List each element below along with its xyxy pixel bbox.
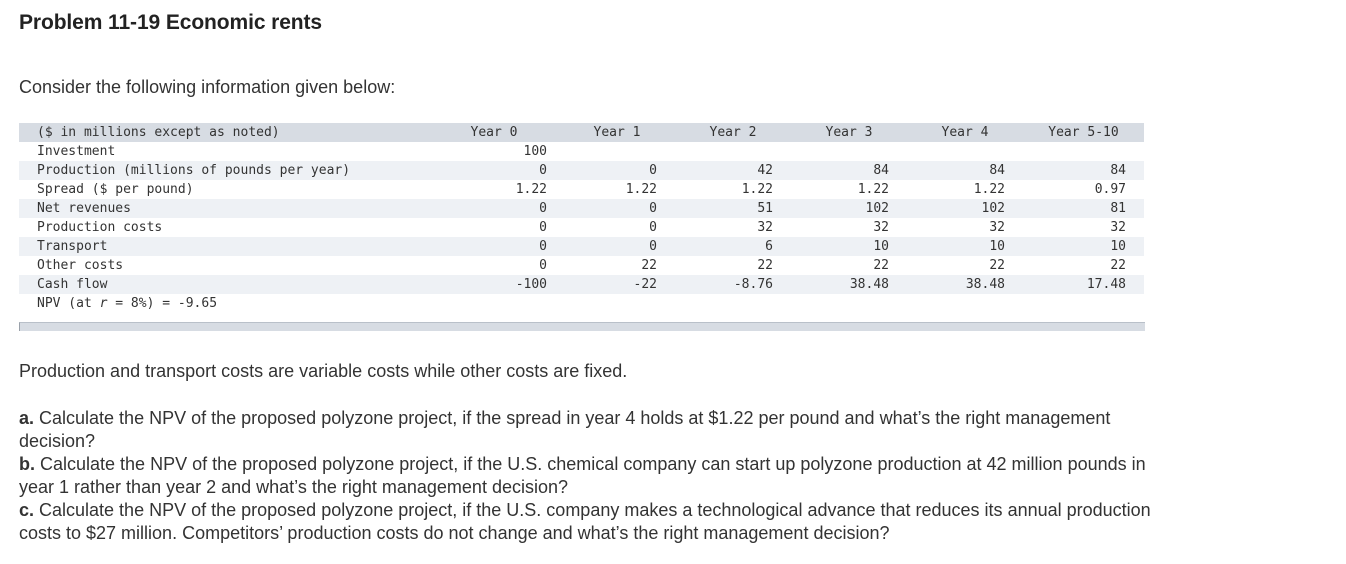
table-cell: -22 <box>633 277 657 292</box>
table-cell: 0 <box>649 220 657 235</box>
data-table-container: ($ in millions except as noted) Year 0 Y… <box>19 123 1144 331</box>
table-cell: 10 <box>1110 239 1126 254</box>
row-label: Production costs <box>37 220 163 235</box>
question-item: c. Calculate the NPV of the proposed pol… <box>19 499 1179 545</box>
table-cell: 102 <box>865 201 889 216</box>
table-cell: 22 <box>641 258 657 273</box>
table-cell: 22 <box>873 258 889 273</box>
question-text: Calculate the NPV of the proposed polyzo… <box>19 408 1111 451</box>
table-cell: 10 <box>873 239 889 254</box>
table-cell: 0 <box>649 163 657 178</box>
header-cell: Year 4 <box>941 125 989 140</box>
question-letter: a. <box>19 408 35 428</box>
table-cell: 0 <box>539 163 547 178</box>
table-cell: 38.48 <box>965 277 1005 292</box>
table-cell: 1.22 <box>741 182 773 197</box>
table-row: Transport 0 0 6 10 10 10 <box>19 237 1144 256</box>
table-cell: 84 <box>1110 163 1126 178</box>
table-cell: 32 <box>757 220 773 235</box>
table-cell: 0.97 <box>1094 182 1126 197</box>
table-cell: 51 <box>757 201 773 216</box>
table-cell: 38.48 <box>849 277 889 292</box>
header-cell: Year 1 <box>593 125 641 140</box>
table-row: Other costs 0 22 22 22 22 22 <box>19 256 1144 275</box>
table-cell: 32 <box>1110 220 1126 235</box>
table-cell: 1.22 <box>515 182 547 197</box>
table-cell <box>1023 142 1144 161</box>
header-cell: Year 0 <box>470 125 518 140</box>
npv-value: = 8%) = -9.65 <box>107 296 218 311</box>
table-bottom-bar <box>19 322 1145 331</box>
table-cell: 81 <box>1110 201 1126 216</box>
question-item: a. Calculate the NPV of the proposed pol… <box>19 407 1179 453</box>
table-cell: 6 <box>765 239 773 254</box>
table-cell: 1.22 <box>625 182 657 197</box>
row-label: Spread ($ per pound) <box>37 182 194 197</box>
row-label: Other costs <box>37 258 124 273</box>
table-header-row: ($ in millions except as noted) Year 0 Y… <box>19 123 1144 142</box>
table-cell: 1.22 <box>857 182 889 197</box>
row-label: Transport <box>37 239 108 254</box>
question-letter: b. <box>19 454 35 474</box>
table-row: Cash flow -100 -22 -8.76 38.48 38.48 17.48 <box>19 275 1144 294</box>
table-cell <box>791 142 907 161</box>
header-cell: Year 2 <box>709 125 757 140</box>
table-cell: 22 <box>1110 258 1126 273</box>
npv-row: NPV (at r = 8%) = -9.65 <box>19 294 1144 313</box>
table-cell: 84 <box>989 163 1005 178</box>
table-cell: 0 <box>539 239 547 254</box>
table-cell: -8.76 <box>733 277 773 292</box>
table-cell: 0 <box>649 239 657 254</box>
npv-rate-symbol: r <box>99 296 108 311</box>
table-cell: -100 <box>515 277 547 292</box>
table-cell: 0 <box>539 201 547 216</box>
page-title: Problem 11-19 Economic rents <box>19 11 322 34</box>
row-label: Net revenues <box>37 201 131 216</box>
question-text: Calculate the NPV of the proposed polyzo… <box>19 454 1146 497</box>
table-row: Spread ($ per pound) 1.22 1.22 1.22 1.22 1.22… <box>19 180 1144 199</box>
question-item: b. Calculate the NPV of the proposed pol… <box>19 453 1179 499</box>
table-cell: 42 <box>757 163 773 178</box>
table-cell: 22 <box>989 258 1005 273</box>
data-table: ($ in millions except as noted) Year 0 Y… <box>19 123 1144 313</box>
row-label: Investment <box>37 144 116 159</box>
table-row: Net revenues 0 0 51 102 102 81 <box>19 199 1144 218</box>
header-cell: ($ in millions except as noted) <box>37 125 280 140</box>
cost-note: Production and transport costs are varia… <box>19 361 628 381</box>
table-cell: 0 <box>539 220 547 235</box>
table-row: Production costs 0 0 32 32 32 32 <box>19 218 1144 237</box>
row-label: Cash flow <box>37 277 108 292</box>
header-cell: Year 5-10 <box>1048 125 1119 140</box>
header-cell: Year 3 <box>825 125 873 140</box>
table-cell: 0 <box>539 258 547 273</box>
table-cell: 32 <box>873 220 889 235</box>
question-letter: c. <box>19 500 35 520</box>
table-cell <box>675 142 791 161</box>
table-row: Investment 100 <box>19 142 1144 161</box>
table-cell <box>559 142 675 161</box>
table-cell: 22 <box>757 258 773 273</box>
table-cell: 0 <box>649 201 657 216</box>
npv-prefix: NPV (at <box>37 296 100 311</box>
table-cell: 10 <box>989 239 1005 254</box>
npv-summary: NPV (at r = 8%) = -9.65 <box>19 294 1144 313</box>
table-cell: 84 <box>873 163 889 178</box>
table-cell: 102 <box>981 201 1005 216</box>
table-cell: 100 <box>523 144 547 159</box>
table-cell <box>907 142 1023 161</box>
question-text: Calculate the NPV of the proposed polyzo… <box>19 500 1151 543</box>
questions-list: a. Calculate the NPV of the proposed pol… <box>19 407 1179 545</box>
table-row: Production (millions of pounds per year)… <box>19 161 1144 180</box>
table-cell: 32 <box>989 220 1005 235</box>
table-cell: 17.48 <box>1086 277 1126 292</box>
table-cell: 1.22 <box>973 182 1005 197</box>
row-label: Production (millions of pounds per year) <box>37 163 351 178</box>
intro-text: Consider the following information given… <box>19 77 396 97</box>
